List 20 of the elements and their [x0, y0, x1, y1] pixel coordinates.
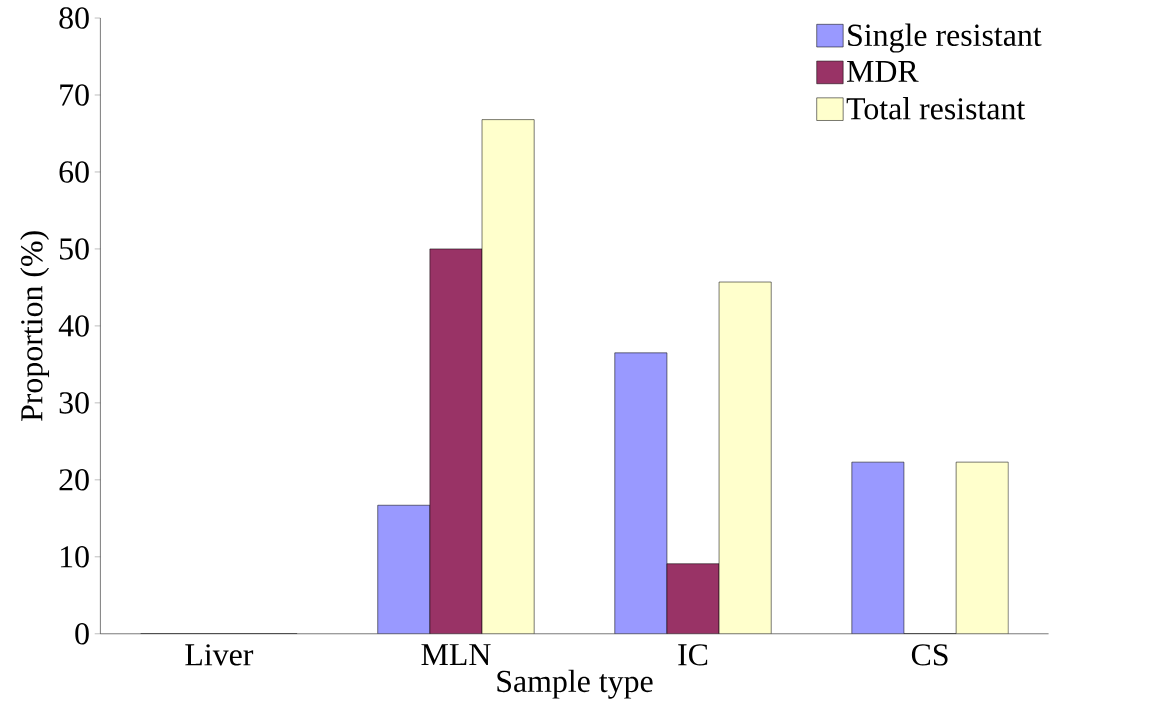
x-tick-label: Liver — [185, 644, 254, 666]
y-tick-label: 0 — [75, 622, 89, 645]
x-tick-label: CS — [911, 644, 948, 666]
y-tick-label: 50 — [60, 238, 89, 260]
x-tick-label: MLN — [421, 644, 491, 665]
y-tick-label: 40 — [58, 315, 89, 337]
y-tick-label: 30 — [59, 392, 89, 414]
y-tick-label: 20 — [59, 469, 89, 491]
y-tick-label: 60 — [59, 161, 89, 183]
y-tick-label: 10 — [60, 545, 89, 568]
y-tick-label: 70 — [60, 84, 89, 106]
legend-label: Total resistant — [846, 97, 1026, 120]
y-tick-label: 80 — [59, 7, 89, 29]
legend-label: Single resistant — [848, 23, 1042, 53]
bar — [851, 461, 905, 634]
legend-label: MDR — [847, 60, 919, 82]
x-axis-title: Sample type — [497, 669, 653, 699]
y-axis-title: Proportion (%) — [20, 231, 50, 421]
x-tick-label: IC — [678, 644, 708, 666]
bar — [955, 461, 1009, 634]
